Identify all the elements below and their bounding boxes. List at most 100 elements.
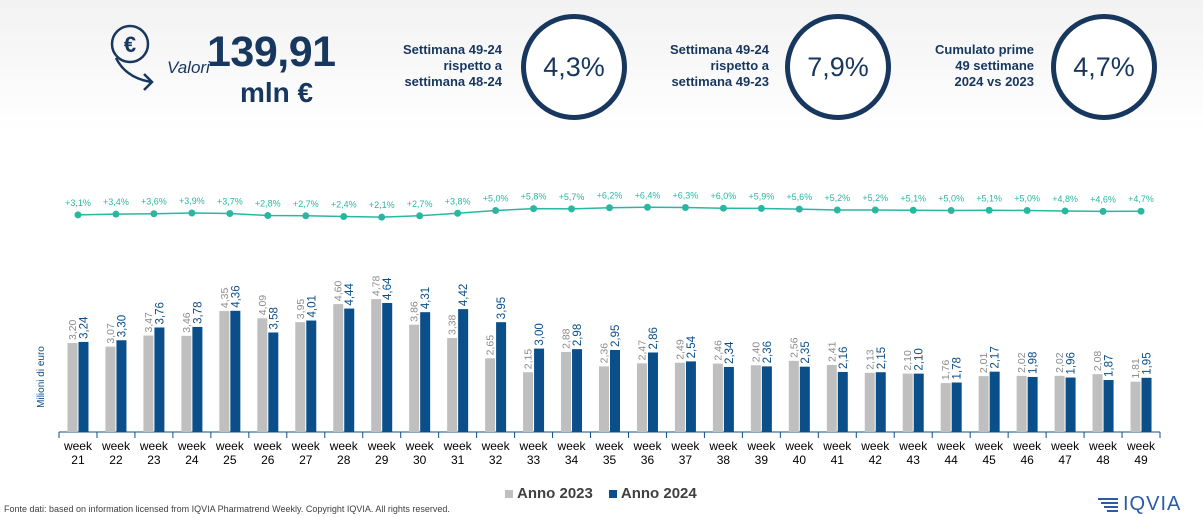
growth-point bbox=[416, 212, 424, 220]
iqvia-logo-mark-icon bbox=[1098, 497, 1118, 512]
data-label-2024: 3,78 bbox=[192, 302, 204, 324]
growth-point bbox=[530, 205, 538, 213]
growth-point bbox=[226, 209, 234, 217]
x-tick-label-number: 31 bbox=[451, 453, 465, 467]
growth-point bbox=[643, 203, 651, 211]
growth-label: +5,0% bbox=[1014, 194, 1040, 204]
x-tick-label-number: 45 bbox=[982, 453, 996, 467]
bar-2024 bbox=[230, 310, 241, 432]
x-tick-label-week: week bbox=[139, 439, 169, 453]
bar-2023 bbox=[674, 362, 685, 432]
x-tick-label-week: week bbox=[519, 439, 549, 453]
data-label-2024: 2,10 bbox=[914, 348, 926, 370]
data-label-2023: 2,65 bbox=[485, 335, 497, 356]
data-label-2024: 2,16 bbox=[838, 347, 850, 369]
x-tick-label-number: 47 bbox=[1058, 453, 1072, 467]
data-label-2023: 2,56 bbox=[788, 337, 800, 358]
bar-2023 bbox=[67, 343, 78, 432]
data-label-2024: 3,95 bbox=[496, 297, 508, 319]
x-tick-label-week: week bbox=[708, 439, 738, 453]
growth-point bbox=[795, 205, 803, 213]
bar-2024 bbox=[989, 371, 1000, 432]
data-label-2024: 3,30 bbox=[116, 315, 128, 337]
data-label-2024: 2,17 bbox=[990, 346, 1002, 368]
growth-label: +5,2% bbox=[862, 193, 888, 203]
data-label-2024: 3,76 bbox=[154, 302, 166, 324]
x-tick-label-week: week bbox=[253, 439, 283, 453]
bar-2024 bbox=[1027, 376, 1038, 432]
bar-2023 bbox=[1054, 375, 1065, 432]
x-tick-label-number: 21 bbox=[71, 453, 85, 467]
growth-point bbox=[606, 204, 613, 212]
bar-2024 bbox=[875, 372, 886, 432]
data-label-2024: 2,15 bbox=[876, 347, 888, 369]
x-tick-label-number: 48 bbox=[1096, 453, 1110, 467]
x-tick-label-number: 39 bbox=[755, 453, 769, 467]
growth-label: +5,9% bbox=[748, 191, 774, 201]
x-tick-label-week: week bbox=[1050, 439, 1080, 453]
growth-point bbox=[719, 204, 727, 212]
bar-2024 bbox=[610, 349, 620, 432]
growth-label: +6,3% bbox=[673, 191, 699, 201]
growth-label: +5,1% bbox=[900, 193, 926, 203]
data-label-2023: 4,09 bbox=[257, 295, 269, 316]
data-label-2023: 3,38 bbox=[447, 314, 459, 335]
growth-label: +5,0% bbox=[483, 194, 509, 204]
iqvia-logo: IQVIA bbox=[1098, 493, 1181, 516]
bar-2023 bbox=[826, 365, 837, 432]
growth-point bbox=[947, 207, 955, 214]
growth-point bbox=[150, 210, 158, 218]
data-label-2023: 4,78 bbox=[371, 276, 383, 297]
weekly-sales-chart: Milioni di euro 3,20 3,24 week 21 3,07 3,30 wee… bbox=[36, 190, 1161, 467]
legend-item-2024: Anno 2024 bbox=[608, 485, 697, 502]
data-label-2023: 4,60 bbox=[333, 281, 345, 302]
x-tick-label-week: week bbox=[291, 439, 321, 453]
legend-item-2023: Anno 2023 bbox=[505, 485, 593, 502]
growth-label: +3,6% bbox=[141, 197, 167, 207]
bar-2023 bbox=[864, 372, 875, 432]
x-tick-label-number: 22 bbox=[109, 453, 123, 467]
x-tick-label-number: 43 bbox=[907, 453, 921, 467]
bar-2024 bbox=[685, 361, 696, 432]
kpi-circle-cumulative: 4,7% bbox=[1051, 14, 1157, 120]
x-tick-label-number: 44 bbox=[945, 453, 959, 467]
bar-2024 bbox=[344, 308, 355, 432]
data-label-2024: 2,86 bbox=[648, 327, 660, 349]
bar-2023 bbox=[978, 376, 989, 432]
x-tick-label-number: 24 bbox=[185, 453, 199, 467]
x-tick-label-week: week bbox=[974, 439, 1004, 453]
data-label-2023: 2,40 bbox=[750, 342, 762, 363]
data-label-2024: 4,36 bbox=[230, 285, 242, 307]
iqvia-logo-text: IQVIA bbox=[1123, 493, 1182, 515]
x-tick-label-number: 26 bbox=[261, 453, 275, 467]
data-label-2024: 4,31 bbox=[420, 287, 432, 309]
bar-2023 bbox=[599, 366, 609, 432]
growth-label: +6,0% bbox=[711, 191, 737, 201]
bar-2024 bbox=[306, 320, 317, 432]
growth-label: +5,0% bbox=[938, 194, 964, 204]
growth-label: +3,1% bbox=[65, 198, 91, 208]
data-label-2023: 2,88 bbox=[561, 328, 573, 349]
bar-2024 bbox=[837, 371, 848, 432]
bar-2023 bbox=[257, 318, 268, 432]
x-tick-label-week: week bbox=[822, 439, 852, 453]
data-label-2023: 2,02 bbox=[1054, 352, 1066, 373]
growth-point bbox=[681, 204, 689, 212]
euro-down-arrow-icon: € bbox=[110, 24, 154, 91]
growth-point bbox=[74, 211, 82, 219]
bar-2024 bbox=[647, 352, 658, 432]
kpi-circle-week-vs-last-year: 7,9% bbox=[785, 14, 891, 120]
data-label-2023: 1,81 bbox=[1130, 358, 1142, 379]
bar-2023 bbox=[940, 383, 951, 432]
data-label-2023: 2,13 bbox=[864, 349, 876, 370]
growth-point bbox=[1023, 207, 1031, 214]
growth-label: +5,2% bbox=[824, 193, 850, 203]
x-tick-label-number: 46 bbox=[1020, 453, 1034, 467]
x-tick-label-number: 42 bbox=[869, 453, 883, 467]
growth-point bbox=[909, 206, 917, 214]
growth-label: +5,1% bbox=[976, 193, 1002, 203]
x-tick-label-number: 35 bbox=[603, 453, 617, 467]
bar-2023 bbox=[902, 373, 913, 432]
bar-2024 bbox=[78, 341, 89, 432]
data-label-2024: 1,87 bbox=[1104, 355, 1116, 377]
